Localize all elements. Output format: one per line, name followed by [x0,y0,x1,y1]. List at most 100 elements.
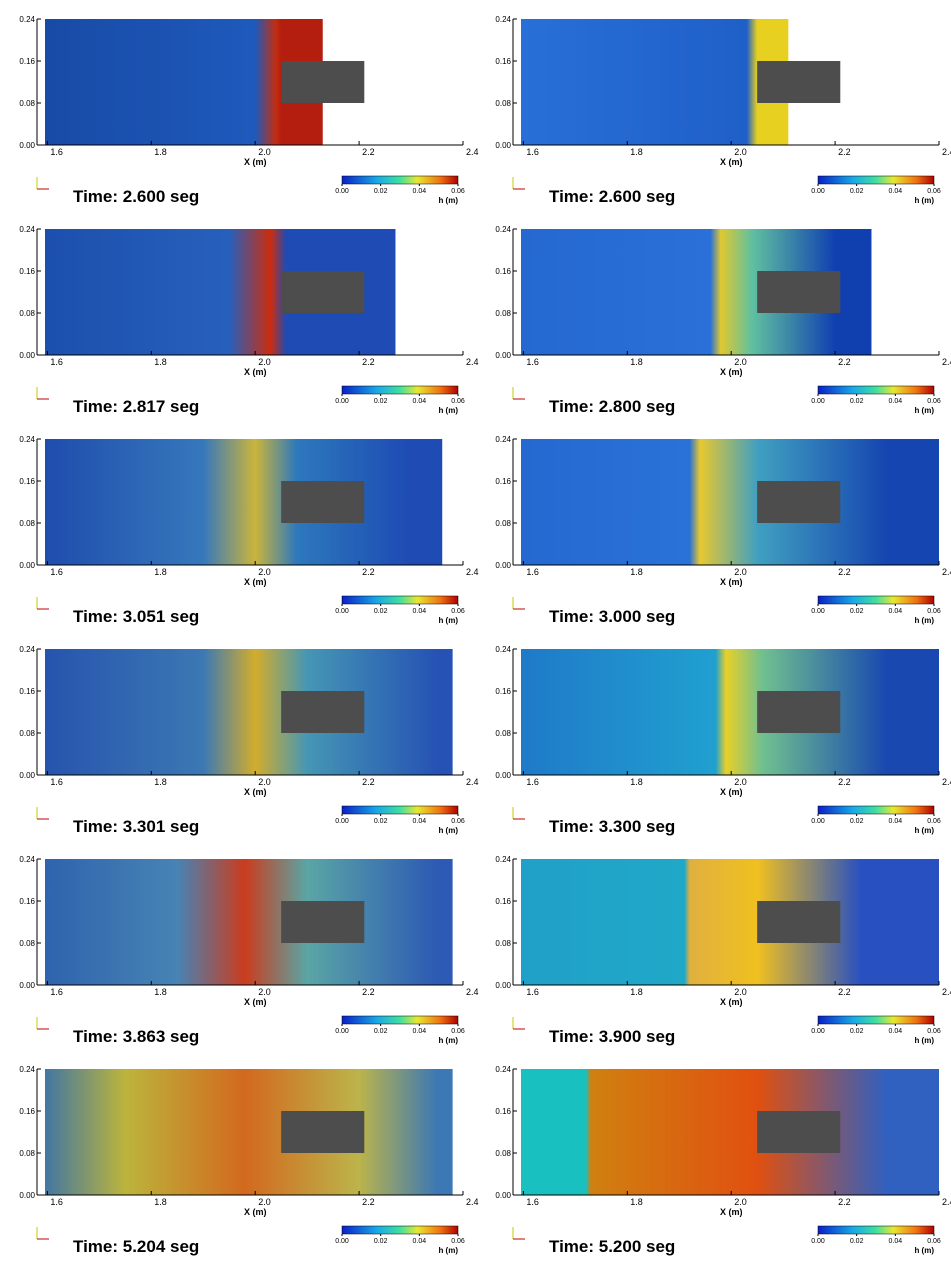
x-tick-label: 2.4 [942,987,951,997]
y-tick-label: 0.08 [495,729,511,738]
colorbar-tick-label: 0.00 [335,818,349,825]
colorbar-tick-label: 0.06 [927,1028,941,1035]
y-tick-label: 0.24 [495,15,511,24]
x-axis-label: X (m) [244,787,267,797]
obstacle [757,481,840,523]
colorbar-tick-label: 0.04 [889,818,903,825]
x-tick-label: 1.6 [50,357,63,367]
y-tick-label: 0.00 [19,141,35,150]
x-tick-label: 1.6 [50,987,63,997]
panel: 0.000.080.160.241.61.82.02.22.4X (m)Time… [19,645,478,836]
y-tick-label: 0.16 [19,57,35,66]
y-tick-label: 0.00 [19,351,35,360]
x-tick-label: 1.6 [526,777,539,787]
y-tick-label: 0.08 [495,309,511,318]
y-tick-label: 0.24 [495,645,511,654]
colorbar-tick-label: 0.06 [927,188,941,195]
x-tick-label: 2.2 [838,777,851,787]
x-tick-label: 1.8 [630,147,643,157]
x-tick-label: 2.2 [362,777,375,787]
time-label: Time: 3.900 seg [549,1027,675,1046]
obstacle [281,1111,364,1153]
colorbar-tick-label: 0.00 [811,188,825,195]
colorbar-tick-label: 0.06 [927,1238,941,1245]
panel: 0.000.080.160.241.61.82.02.22.4X (m)Time… [19,435,478,626]
flow-field [521,19,788,145]
colorbar-tick-label: 0.00 [335,1238,349,1245]
time-label: Time: 2.600 seg [549,187,675,206]
obstacle [757,1111,840,1153]
obstacle [757,691,840,733]
x-tick-label: 2.4 [942,567,951,577]
x-tick-label: 2.2 [838,357,851,367]
x-axis-label: X (m) [720,367,743,377]
x-tick-label: 2.0 [258,147,271,157]
colorbar-tick-label: 0.04 [889,1238,903,1245]
panel: 0.000.080.160.241.61.82.02.22.4X (m)Time… [495,1065,951,1256]
colorbar-tick-label: 0.02 [374,818,388,825]
x-tick-label: 2.4 [942,357,951,367]
x-tick-label: 2.2 [838,987,851,997]
y-tick-label: 0.24 [19,435,35,444]
flow-field [521,1069,939,1195]
time-label: Time: 3.051 seg [73,607,199,626]
x-tick-label: 1.6 [50,1197,63,1207]
x-tick-label: 2.4 [942,147,951,157]
texture [45,859,453,985]
panel: 0.000.080.160.241.61.82.02.22.4X (m)Time… [495,645,951,836]
y-tick-label: 0.16 [19,267,35,276]
x-tick-label: 2.0 [734,147,747,157]
x-tick-label: 2.0 [258,567,271,577]
obstacle [757,271,840,313]
x-tick-label: 1.8 [630,567,643,577]
time-label: Time: 2.817 seg [73,397,199,416]
colorbar-tick-label: 0.00 [811,1238,825,1245]
colorbar-tick-label: 0.04 [889,1028,903,1035]
x-tick-label: 1.6 [526,357,539,367]
time-label: Time: 3.000 seg [549,607,675,626]
colorbar-tick-label: 0.06 [451,188,465,195]
time-label: Time: 3.300 seg [549,817,675,836]
x-tick-label: 1.8 [154,147,167,157]
colorbar-tick-label: 0.02 [374,188,388,195]
time-label: Time: 2.600 seg [73,187,199,206]
panel: 0.000.080.160.241.61.82.02.22.4X (m)Time… [495,225,951,416]
x-tick-label: 2.2 [838,147,851,157]
flow-field [521,859,939,985]
obstacle [281,271,364,313]
x-tick-label: 1.8 [154,987,167,997]
colorbar-label: h (m) [914,196,934,205]
y-tick-label: 0.08 [19,1149,35,1158]
colorbar-tick-label: 0.04 [413,1028,427,1035]
y-tick-label: 0.24 [19,225,35,234]
y-tick-label: 0.00 [495,141,511,150]
colorbar-tick-label: 0.04 [413,188,427,195]
colorbar-label: h (m) [914,616,934,625]
panel: 0.000.080.160.241.61.82.02.22.4X (m)Time… [495,15,951,206]
panel: 0.000.080.160.241.61.82.02.22.4X (m)Time… [495,435,951,626]
x-tick-label: 2.0 [258,987,271,997]
y-tick-label: 0.08 [19,939,35,948]
colorbar-tick-label: 0.02 [850,608,864,615]
colorbar [818,1016,934,1024]
texture [45,1069,453,1195]
colorbar-tick-label: 0.02 [850,398,864,405]
colorbar-label: h (m) [438,196,458,205]
time-label: Time: 3.301 seg [73,817,199,836]
colorbar-tick-label: 0.06 [451,1028,465,1035]
y-tick-label: 0.16 [495,1107,511,1116]
colorbar-label: h (m) [914,406,934,415]
x-axis-label: X (m) [244,577,267,587]
y-tick-label: 0.16 [19,687,35,696]
time-label: Time: 2.800 seg [549,397,675,416]
time-label: Time: 3.863 seg [73,1027,199,1046]
x-tick-label: 1.6 [526,147,539,157]
panel: 0.000.080.160.241.61.82.02.22.4X (m)Time… [495,855,951,1046]
colorbar [342,386,458,394]
x-tick-label: 1.8 [630,357,643,367]
colorbar-label: h (m) [438,616,458,625]
colorbar [818,1226,934,1234]
colorbar-tick-label: 0.00 [811,1028,825,1035]
colorbar-tick-label: 0.02 [374,398,388,405]
